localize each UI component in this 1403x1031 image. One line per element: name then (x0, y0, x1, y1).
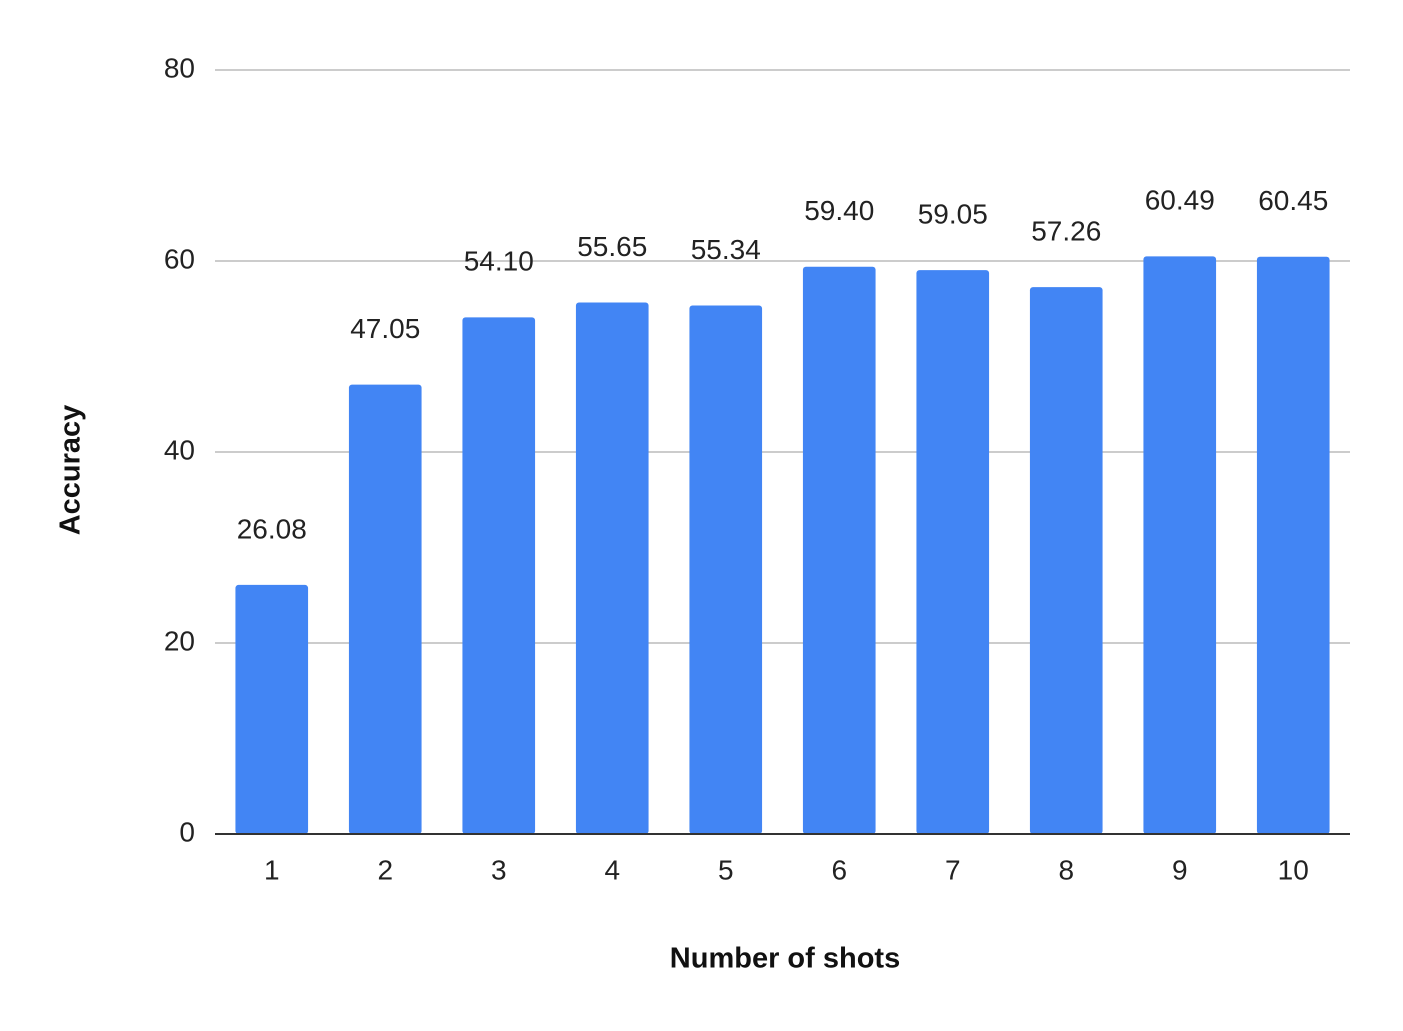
bar (575, 302, 649, 835)
y-tick-label: 20 (164, 625, 195, 656)
bar (916, 270, 990, 834)
x-tick-label: 8 (1058, 854, 1074, 885)
x-tick-label: 1 (264, 854, 280, 885)
y-tick-label: 60 (164, 243, 195, 274)
y-axis-title: Accuracy (55, 405, 87, 536)
data-label: 59.40 (804, 195, 874, 226)
x-tick-label: 9 (1172, 854, 1188, 885)
data-label: 60.45 (1258, 185, 1328, 216)
data-label: 26.08 (237, 513, 307, 544)
x-tick-label: 7 (945, 854, 961, 885)
bar (462, 317, 536, 835)
x-tick-label: 3 (491, 854, 507, 885)
data-label: 55.65 (577, 231, 647, 262)
x-axis-title: Number of shots (670, 943, 900, 975)
x-tick-label: 10 (1278, 854, 1309, 885)
data-label: 60.49 (1145, 185, 1215, 216)
x-tick-label: 4 (604, 854, 620, 885)
x-tick-label: 2 (377, 854, 393, 885)
bar (689, 305, 763, 834)
data-label: 54.10 (464, 246, 534, 277)
data-label: 55.34 (691, 234, 761, 265)
bar (1029, 287, 1103, 834)
bar (1143, 256, 1217, 834)
bar (1256, 256, 1330, 834)
y-tick-label: 40 (164, 434, 195, 465)
x-tick-label: 6 (831, 854, 847, 885)
bar (348, 384, 422, 834)
data-label: 57.26 (1031, 216, 1101, 247)
bar (802, 266, 876, 835)
y-tick-label: 80 (164, 52, 195, 83)
x-tick-label: 5 (718, 854, 734, 885)
data-label: 59.05 (918, 198, 988, 229)
y-tick-label: 0 (179, 816, 195, 847)
data-label: 47.05 (350, 313, 420, 344)
bar (235, 584, 309, 834)
